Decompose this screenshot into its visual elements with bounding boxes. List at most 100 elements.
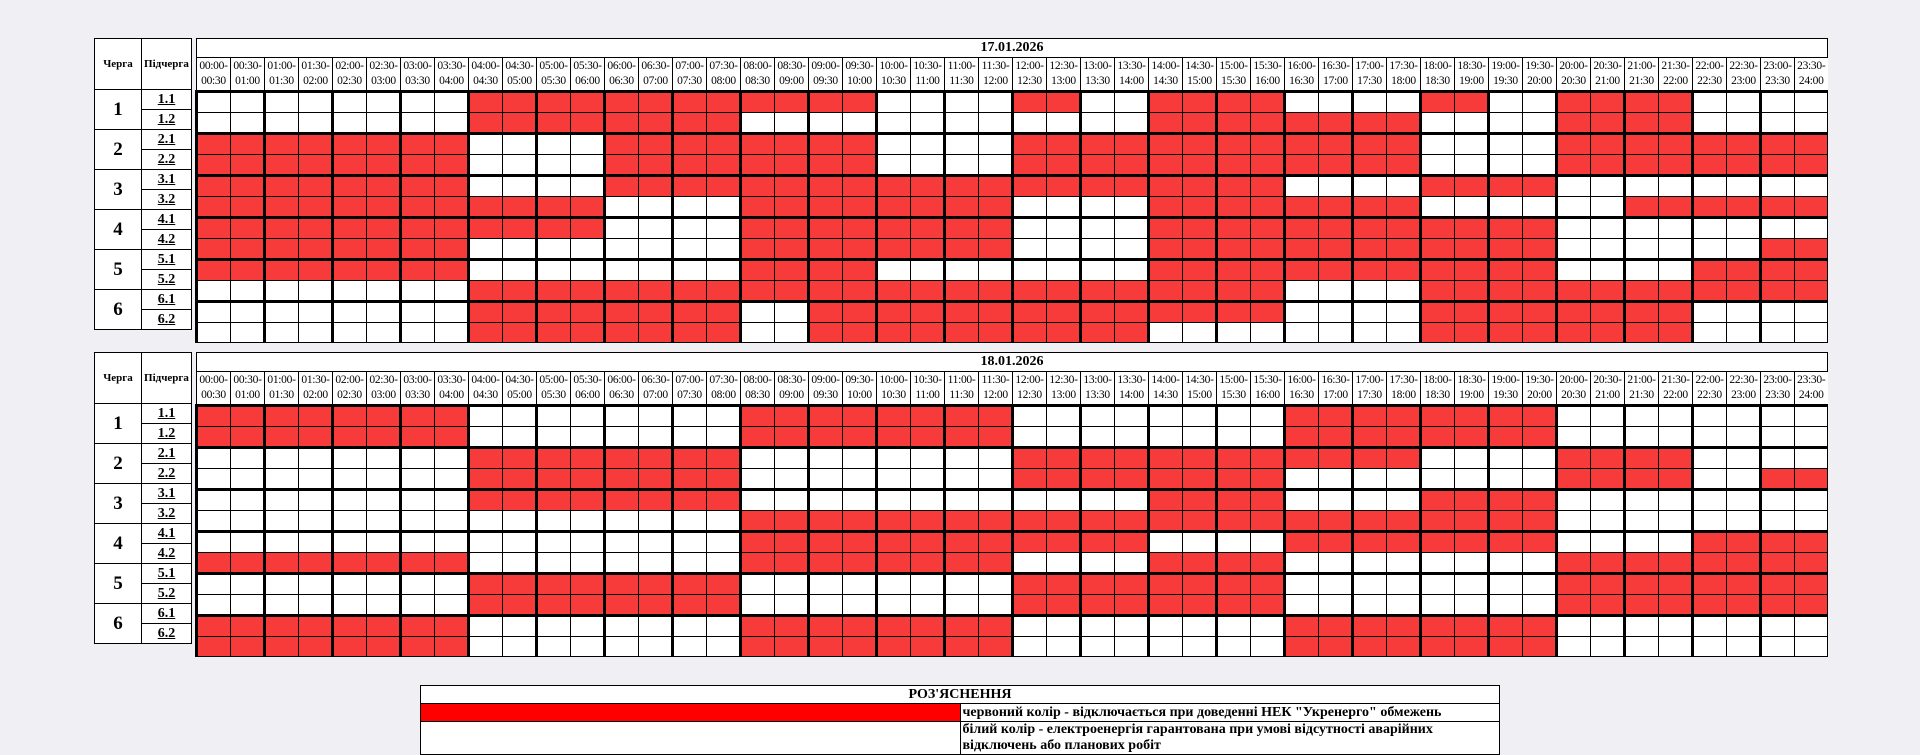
power-cell (1182, 404, 1217, 427)
outage-cell (774, 132, 809, 155)
outage-cell (739, 238, 775, 260)
outage-cell (1079, 446, 1115, 469)
subqueue-link[interactable]: 6.1 (141, 603, 192, 624)
power-cell (1182, 530, 1217, 553)
outage-cell (263, 238, 299, 260)
power-cell (1114, 488, 1149, 511)
subqueue-link[interactable]: 5.1 (141, 563, 192, 584)
subqueue-link[interactable]: 1.2 (141, 109, 192, 130)
subqueue-link[interactable]: 5.2 (141, 583, 192, 604)
outage-cell (706, 280, 741, 302)
outage-cell (399, 426, 435, 448)
outage-cell (535, 594, 571, 616)
time-slot-end: 21:30 (1629, 389, 1654, 401)
time-slot-start: 01:30- (301, 374, 330, 386)
outage-cell (1182, 446, 1217, 469)
time-slot-end: 03:00 (371, 75, 396, 87)
outage-cell (263, 196, 299, 218)
subqueue-link[interactable]: 2.1 (141, 443, 192, 464)
subqueue-link[interactable]: 2.2 (141, 149, 192, 170)
subqueue-link[interactable]: 1.2 (141, 423, 192, 444)
power-cell (671, 552, 707, 574)
subqueue-link[interactable]: 3.2 (141, 503, 192, 524)
outage-cell (1250, 510, 1285, 532)
outage-cell (603, 446, 639, 469)
outage-cell (671, 280, 707, 302)
power-cell (1454, 196, 1489, 218)
outage-cell (399, 154, 435, 176)
outage-cell (1759, 280, 1795, 302)
power-cell (1759, 112, 1795, 134)
outage-cell (1590, 132, 1625, 155)
outage-cell (807, 154, 843, 176)
time-slot-start: 05:30- (573, 60, 602, 72)
time-slot-start: 23:00- (1763, 374, 1792, 386)
power-cell (298, 300, 333, 323)
subqueue-link[interactable]: 1.1 (141, 403, 192, 424)
outage-cell (638, 300, 673, 323)
power-cell (1419, 552, 1455, 574)
outage-cell (1419, 488, 1455, 511)
power-cell (910, 572, 945, 595)
power-cell (739, 468, 775, 490)
outage-cell (263, 216, 299, 239)
outage-cell (1079, 572, 1115, 595)
outage-cell (1079, 132, 1115, 155)
power-cell (1215, 404, 1251, 427)
subqueue-link[interactable]: 2.1 (141, 129, 192, 150)
time-slot-end: 10:00 (847, 389, 872, 401)
time-slot-end: 11:00 (915, 389, 940, 401)
subqueue-row (195, 510, 1828, 532)
subqueue-link[interactable]: 3.1 (141, 483, 192, 504)
power-cell (570, 530, 605, 553)
subqueue-link[interactable]: 6.1 (141, 289, 192, 310)
power-cell (467, 404, 503, 427)
subqueue-link[interactable]: 1.1 (141, 89, 192, 110)
subqueue-link[interactable]: 3.2 (141, 189, 192, 210)
subqueue-row (195, 322, 1828, 343)
outage-cell (671, 594, 707, 616)
subqueue-link[interactable]: 3.1 (141, 169, 192, 190)
subqueue-link[interactable]: 5.2 (141, 269, 192, 290)
subqueue-row (195, 614, 1828, 637)
time-slot-header: 01:00- 01:30 (264, 57, 299, 92)
outage-cell (910, 510, 945, 532)
subqueue-link[interactable]: 4.1 (141, 523, 192, 544)
outage-cell (1590, 280, 1625, 302)
outage-cell (331, 132, 367, 155)
power-cell (1215, 530, 1251, 553)
power-cell (1147, 530, 1183, 553)
subqueue-link[interactable]: 4.1 (141, 209, 192, 230)
subqueue-link[interactable]: 4.2 (141, 229, 192, 250)
power-cell (1283, 90, 1319, 113)
subqueue-link[interactable]: 4.2 (141, 543, 192, 564)
time-slot-start: 11:30- (981, 60, 1010, 72)
subqueue-link[interactable]: 5.1 (141, 249, 192, 270)
outage-cell (502, 488, 537, 511)
power-cell (535, 426, 571, 448)
outage-cell (739, 196, 775, 218)
power-cell (570, 404, 605, 427)
time-slot-end: 04:30 (473, 389, 498, 401)
outage-cell (1555, 132, 1591, 155)
outage-cell (1011, 132, 1047, 155)
power-cell (263, 90, 299, 113)
power-cell (195, 572, 231, 595)
subqueue-link[interactable]: 2.2 (141, 463, 192, 484)
outage-cell (195, 426, 231, 448)
time-slot-header: 02:00- 02:30 (332, 57, 367, 92)
subqueue-link[interactable]: 6.2 (141, 623, 192, 644)
outage-cell (978, 196, 1013, 218)
subqueue-link[interactable]: 6.2 (141, 309, 192, 330)
outage-cell (1215, 216, 1251, 239)
outage-cell (807, 216, 843, 239)
outage-cell (434, 426, 469, 448)
power-cell (1487, 196, 1523, 218)
outage-cell (1419, 322, 1455, 343)
outage-cell (1623, 300, 1659, 323)
power-cell (1318, 572, 1353, 595)
power-cell (603, 404, 639, 427)
power-cell (943, 90, 979, 113)
outage-cell (706, 468, 741, 490)
outage-cell (1590, 572, 1625, 595)
